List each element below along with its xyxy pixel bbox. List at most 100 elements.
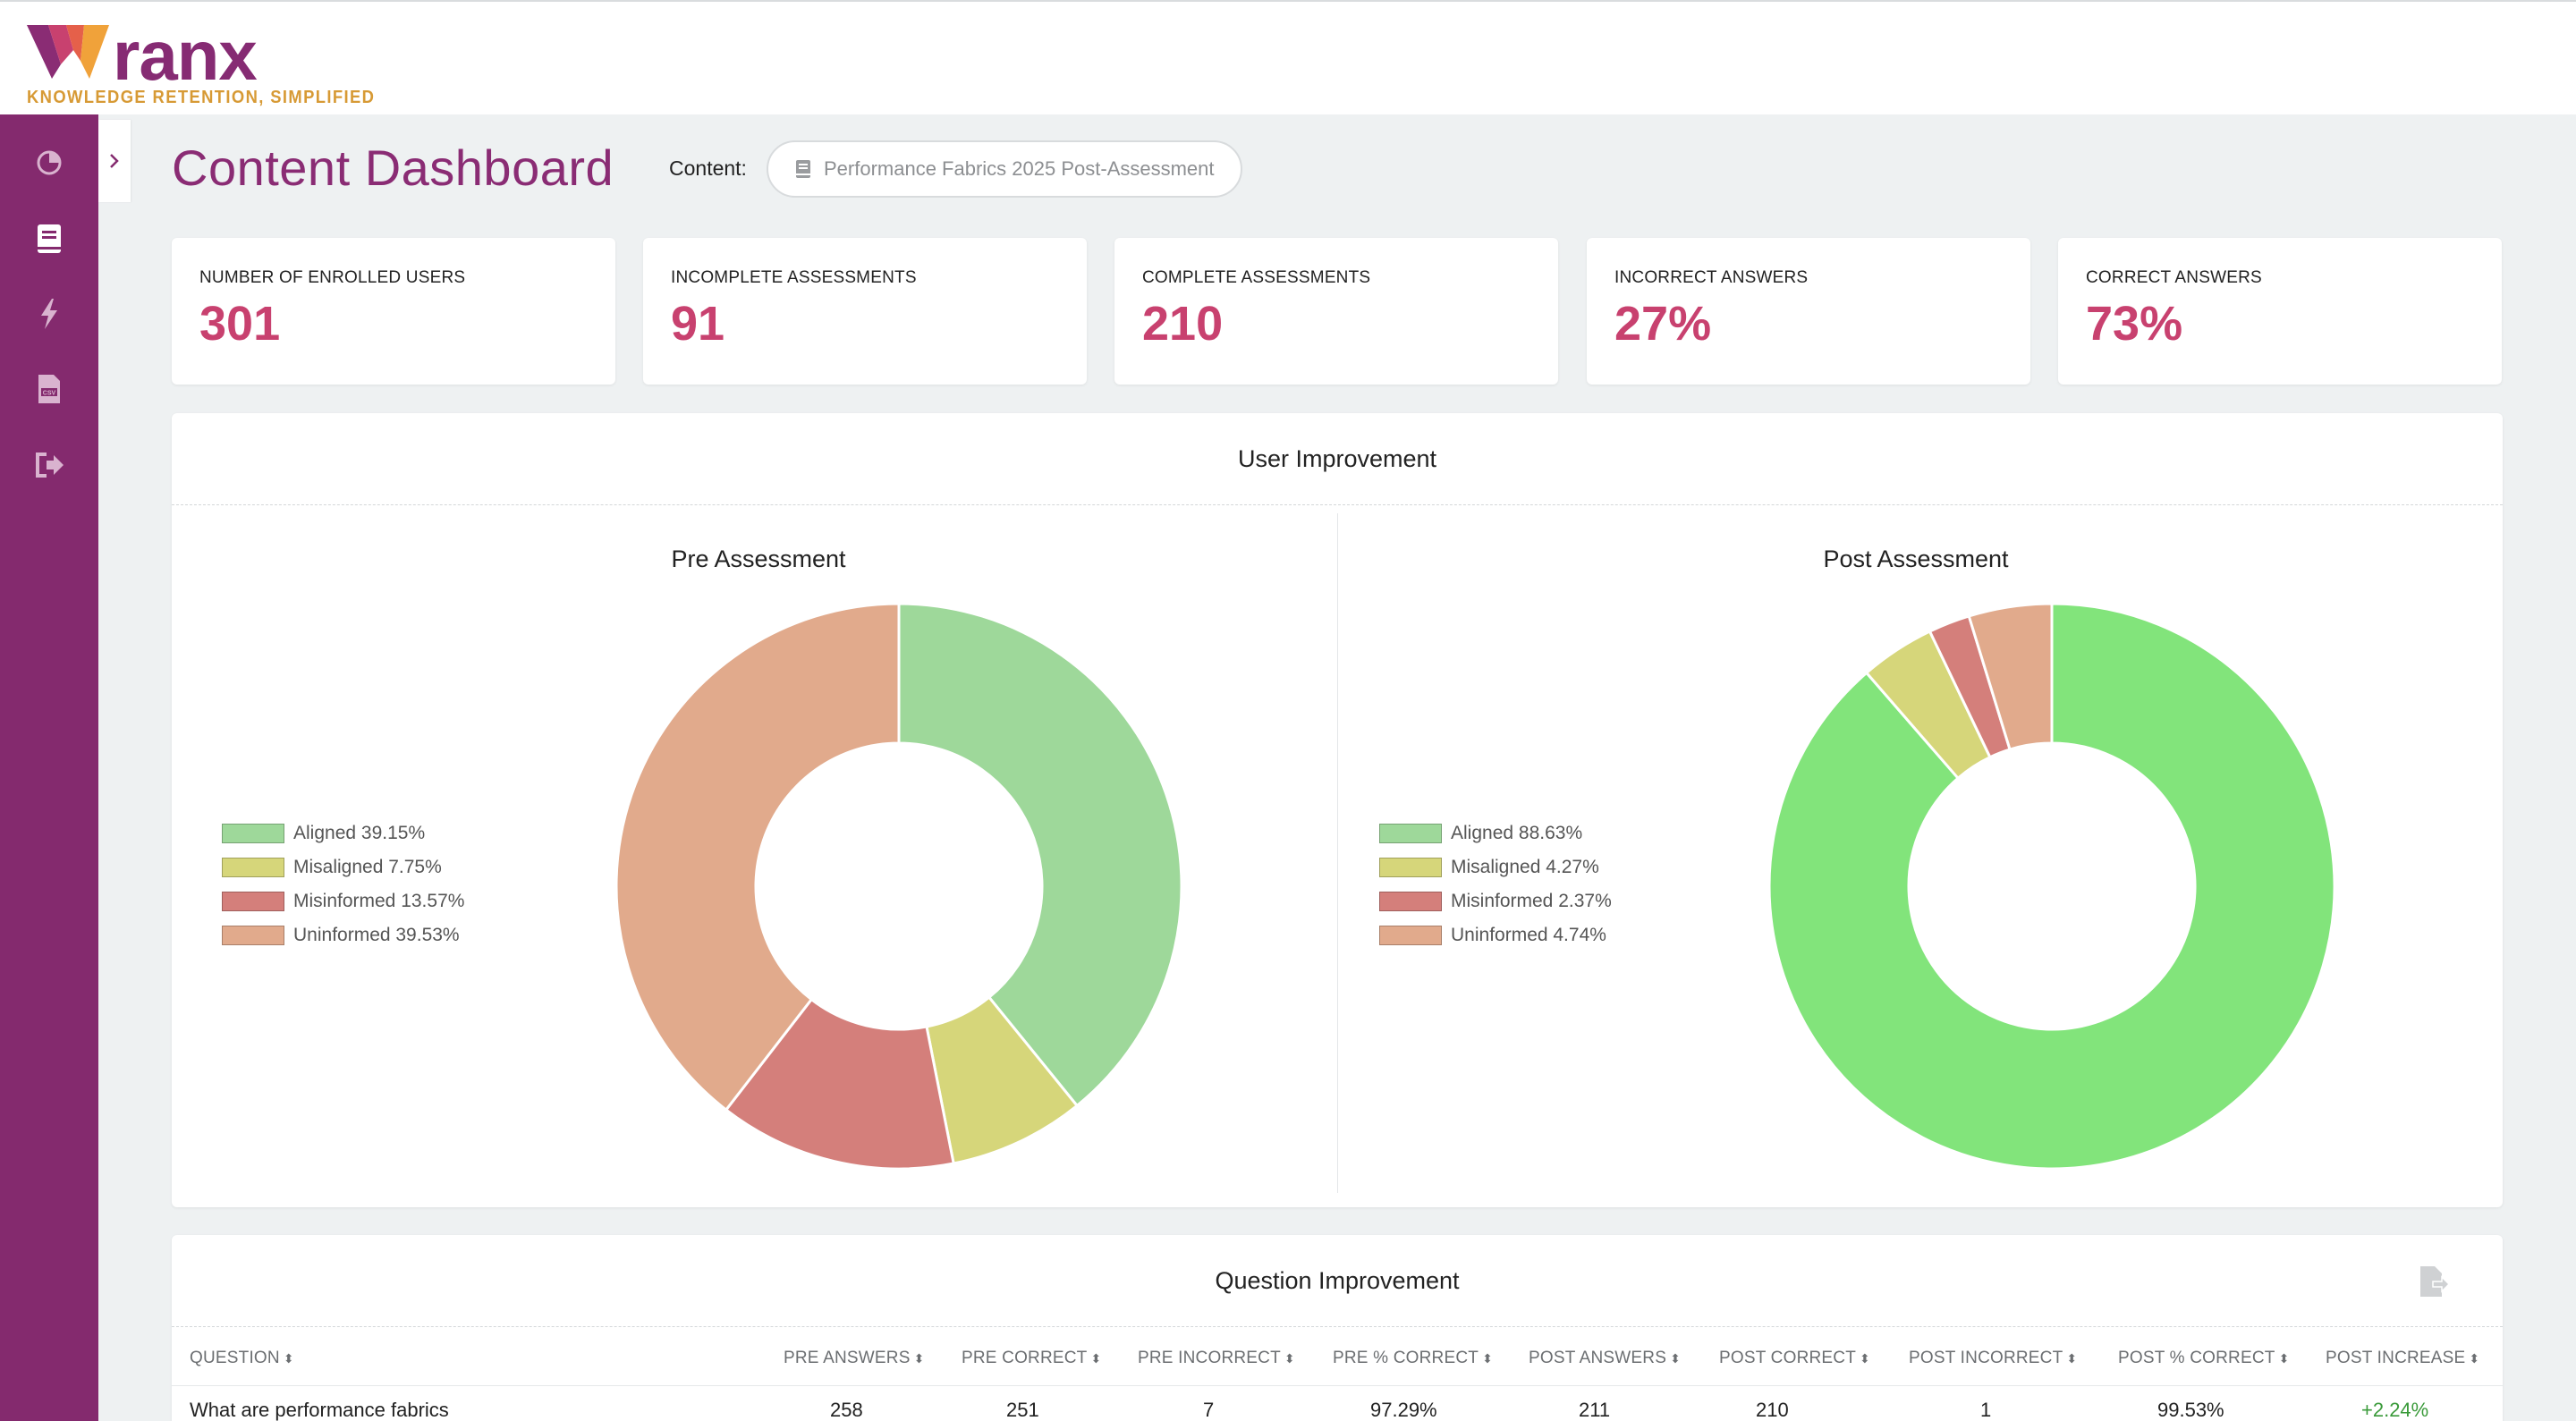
legend-text: Misaligned 4.27% xyxy=(1451,857,1599,877)
panel-header: Question Improvement xyxy=(172,1235,2503,1327)
sort-icon: ⬍ xyxy=(1284,1351,1295,1366)
legend-swatch xyxy=(222,858,284,877)
sign-out-icon xyxy=(36,453,64,478)
column-header-pre-pct-correct[interactable]: PRE % CORRECT ⬍ xyxy=(1333,1349,1493,1367)
column-header-post-pct-correct[interactable]: POST % CORRECT ⬍ xyxy=(2118,1349,2290,1367)
donut-slice-aligned[interactable] xyxy=(1767,602,2336,1171)
legend-item-misinformed[interactable]: Misinformed 2.37% xyxy=(1379,884,1612,918)
content-label: Content: xyxy=(669,156,747,180)
logo-wordmark: ranx xyxy=(113,16,258,95)
legend-text: Misinformed 2.37% xyxy=(1451,891,1612,911)
content-select[interactable]: Performance Fabrics 2025 Post-Assessment xyxy=(767,140,1242,198)
pie-chart-icon xyxy=(37,150,62,175)
legend-text: Uninformed 4.74% xyxy=(1451,925,1606,945)
sort-icon: ⬍ xyxy=(283,1351,294,1366)
legend-text: Aligned 88.63% xyxy=(1451,823,1583,843)
pre-assessment-legend: Aligned 39.15% Misaligned 7.75% Misinfor… xyxy=(222,816,464,952)
stat-card-enrolled: NUMBER OF ENROLLED USERS 301 xyxy=(172,238,615,385)
donut-slice-uninformed[interactable] xyxy=(1967,602,2054,751)
post-assessment-legend: Aligned 88.63% Misaligned 4.27% Misinfor… xyxy=(1379,816,1612,952)
book-icon xyxy=(38,224,61,253)
content-select-value: Performance Fabrics 2025 Post-Assessment xyxy=(824,157,1215,180)
column-header-pre-incorrect[interactable]: PRE INCORRECT ⬍ xyxy=(1138,1349,1295,1367)
post-assessment-donut-chart xyxy=(1767,602,2336,1171)
cell-pre-answers: 258 xyxy=(830,1399,863,1421)
cell-post-answers: 211 xyxy=(1579,1399,1611,1421)
stat-value: 73% xyxy=(2086,297,2183,351)
stat-label: COMPLETE ASSESSMENTS xyxy=(1142,268,1371,287)
column-header-post-incorrect[interactable]: POST INCORRECT ⬍ xyxy=(1909,1349,2078,1367)
cell-post-correct: 210 xyxy=(1756,1399,1789,1421)
column-header-pre-correct[interactable]: PRE CORRECT ⬍ xyxy=(962,1349,1102,1367)
sort-icon: ⬍ xyxy=(1860,1351,1870,1366)
export-icon[interactable] xyxy=(2415,1264,2451,1299)
sidebar-item-dashboard[interactable] xyxy=(31,145,67,181)
chart-divider xyxy=(1337,513,1338,1193)
stat-value: 27% xyxy=(1614,297,1712,351)
pre-assessment-donut-chart xyxy=(614,602,1183,1171)
legend-swatch xyxy=(222,824,284,843)
top-bar: ranx KNOWLEDGE RETENTION, SIMPLIFIED xyxy=(0,0,2576,114)
sidebar-item-logout[interactable] xyxy=(31,447,67,483)
legend-item-aligned[interactable]: Aligned 39.15% xyxy=(222,816,464,850)
panel-title: Question Improvement xyxy=(1215,1266,1460,1294)
legend-item-misinformed[interactable]: Misinformed 13.57% xyxy=(222,884,464,918)
sidebar: CSV xyxy=(0,114,98,1421)
column-header-question[interactable]: QUESTION ⬍ xyxy=(190,1349,294,1367)
sidebar-item-activity[interactable] xyxy=(31,296,67,332)
cell-post-pct-correct: 99.53% xyxy=(2157,1399,2224,1421)
legend-item-uninformed[interactable]: Uninformed 39.53% xyxy=(222,918,464,952)
column-header-pre-answers[interactable]: PRE ANSWERS ⬍ xyxy=(784,1349,925,1367)
stat-label: INCORRECT ANSWERS xyxy=(1614,268,1809,287)
panel-header: User Improvement xyxy=(172,413,2503,505)
legend-item-uninformed[interactable]: Uninformed 4.74% xyxy=(1379,918,1612,952)
legend-text: Uninformed 39.53% xyxy=(293,925,460,945)
page-title: Content Dashboard xyxy=(172,140,614,196)
book-icon xyxy=(796,160,810,178)
legend-text: Misaligned 7.75% xyxy=(293,857,442,877)
stat-card-incorrect: INCORRECT ANSWERS 27% xyxy=(1587,238,2030,385)
sort-icon: ⬍ xyxy=(1670,1351,1682,1366)
sort-icon: ⬍ xyxy=(1482,1351,1493,1366)
post-assessment-title: Post Assessment xyxy=(1823,546,2009,572)
legend-swatch xyxy=(1379,824,1442,843)
stat-card-correct: CORRECT ANSWERS 73% xyxy=(2058,238,2502,385)
sidebar-item-export[interactable]: CSV xyxy=(31,371,67,407)
donut-slice-aligned[interactable] xyxy=(897,602,1183,1108)
question-improvement-panel: Question Improvement xyxy=(172,1235,2503,1421)
cell-pre-pct-correct: 97.29% xyxy=(1370,1399,1437,1421)
stat-label: INCOMPLETE ASSESSMENTS xyxy=(671,268,917,287)
legend-item-aligned[interactable]: Aligned 88.63% xyxy=(1379,816,1612,850)
sort-icon: ⬍ xyxy=(2469,1351,2480,1366)
logo-tagline: KNOWLEDGE RETENTION, SIMPLIFIED xyxy=(27,88,376,107)
panel-title: User Improvement xyxy=(1237,444,1437,472)
legend-swatch xyxy=(1379,926,1442,945)
sidebar-item-content[interactable] xyxy=(31,221,67,257)
user-improvement-panel: User Improvement Pre Assessment Aligned … xyxy=(172,413,2503,1207)
stat-label: CORRECT ANSWERS xyxy=(2086,268,2262,287)
legend-text: Aligned 39.15% xyxy=(293,823,426,843)
sort-icon: ⬍ xyxy=(913,1351,925,1366)
legend-swatch xyxy=(1379,892,1442,911)
lightning-icon xyxy=(41,299,57,329)
stat-value: 301 xyxy=(199,297,281,351)
legend-swatch xyxy=(222,926,284,945)
logo[interactable]: ranx KNOWLEDGE RETENTION, SIMPLIFIED xyxy=(23,16,374,107)
legend-swatch xyxy=(222,892,284,911)
sidebar-toggle-button[interactable] xyxy=(98,120,131,202)
sort-icon: ⬍ xyxy=(2278,1351,2290,1366)
legend-item-misaligned[interactable]: Misaligned 7.75% xyxy=(222,850,464,884)
donut-slice-misinformed[interactable] xyxy=(724,997,955,1171)
svg-text:CSV: CSV xyxy=(43,391,56,397)
legend-item-misaligned[interactable]: Misaligned 4.27% xyxy=(1379,850,1612,884)
column-header-post-answers[interactable]: POST ANSWERS ⬍ xyxy=(1529,1349,1682,1367)
sort-icon: ⬍ xyxy=(1090,1351,1102,1366)
column-header-post-correct[interactable]: POST CORRECT ⬍ xyxy=(1719,1349,1870,1367)
cell-question: What are performance fabrics xyxy=(190,1399,449,1421)
chevron-right-icon xyxy=(110,154,119,168)
stat-card-incomplete: INCOMPLETE ASSESSMENTS 91 xyxy=(643,238,1087,385)
sort-icon: ⬍ xyxy=(2066,1351,2078,1366)
column-header-post-increase[interactable]: POST INCREASE ⬍ xyxy=(2326,1349,2480,1367)
csv-file-icon: CSV xyxy=(38,375,60,403)
donut-slice-uninformed[interactable] xyxy=(614,602,901,1112)
